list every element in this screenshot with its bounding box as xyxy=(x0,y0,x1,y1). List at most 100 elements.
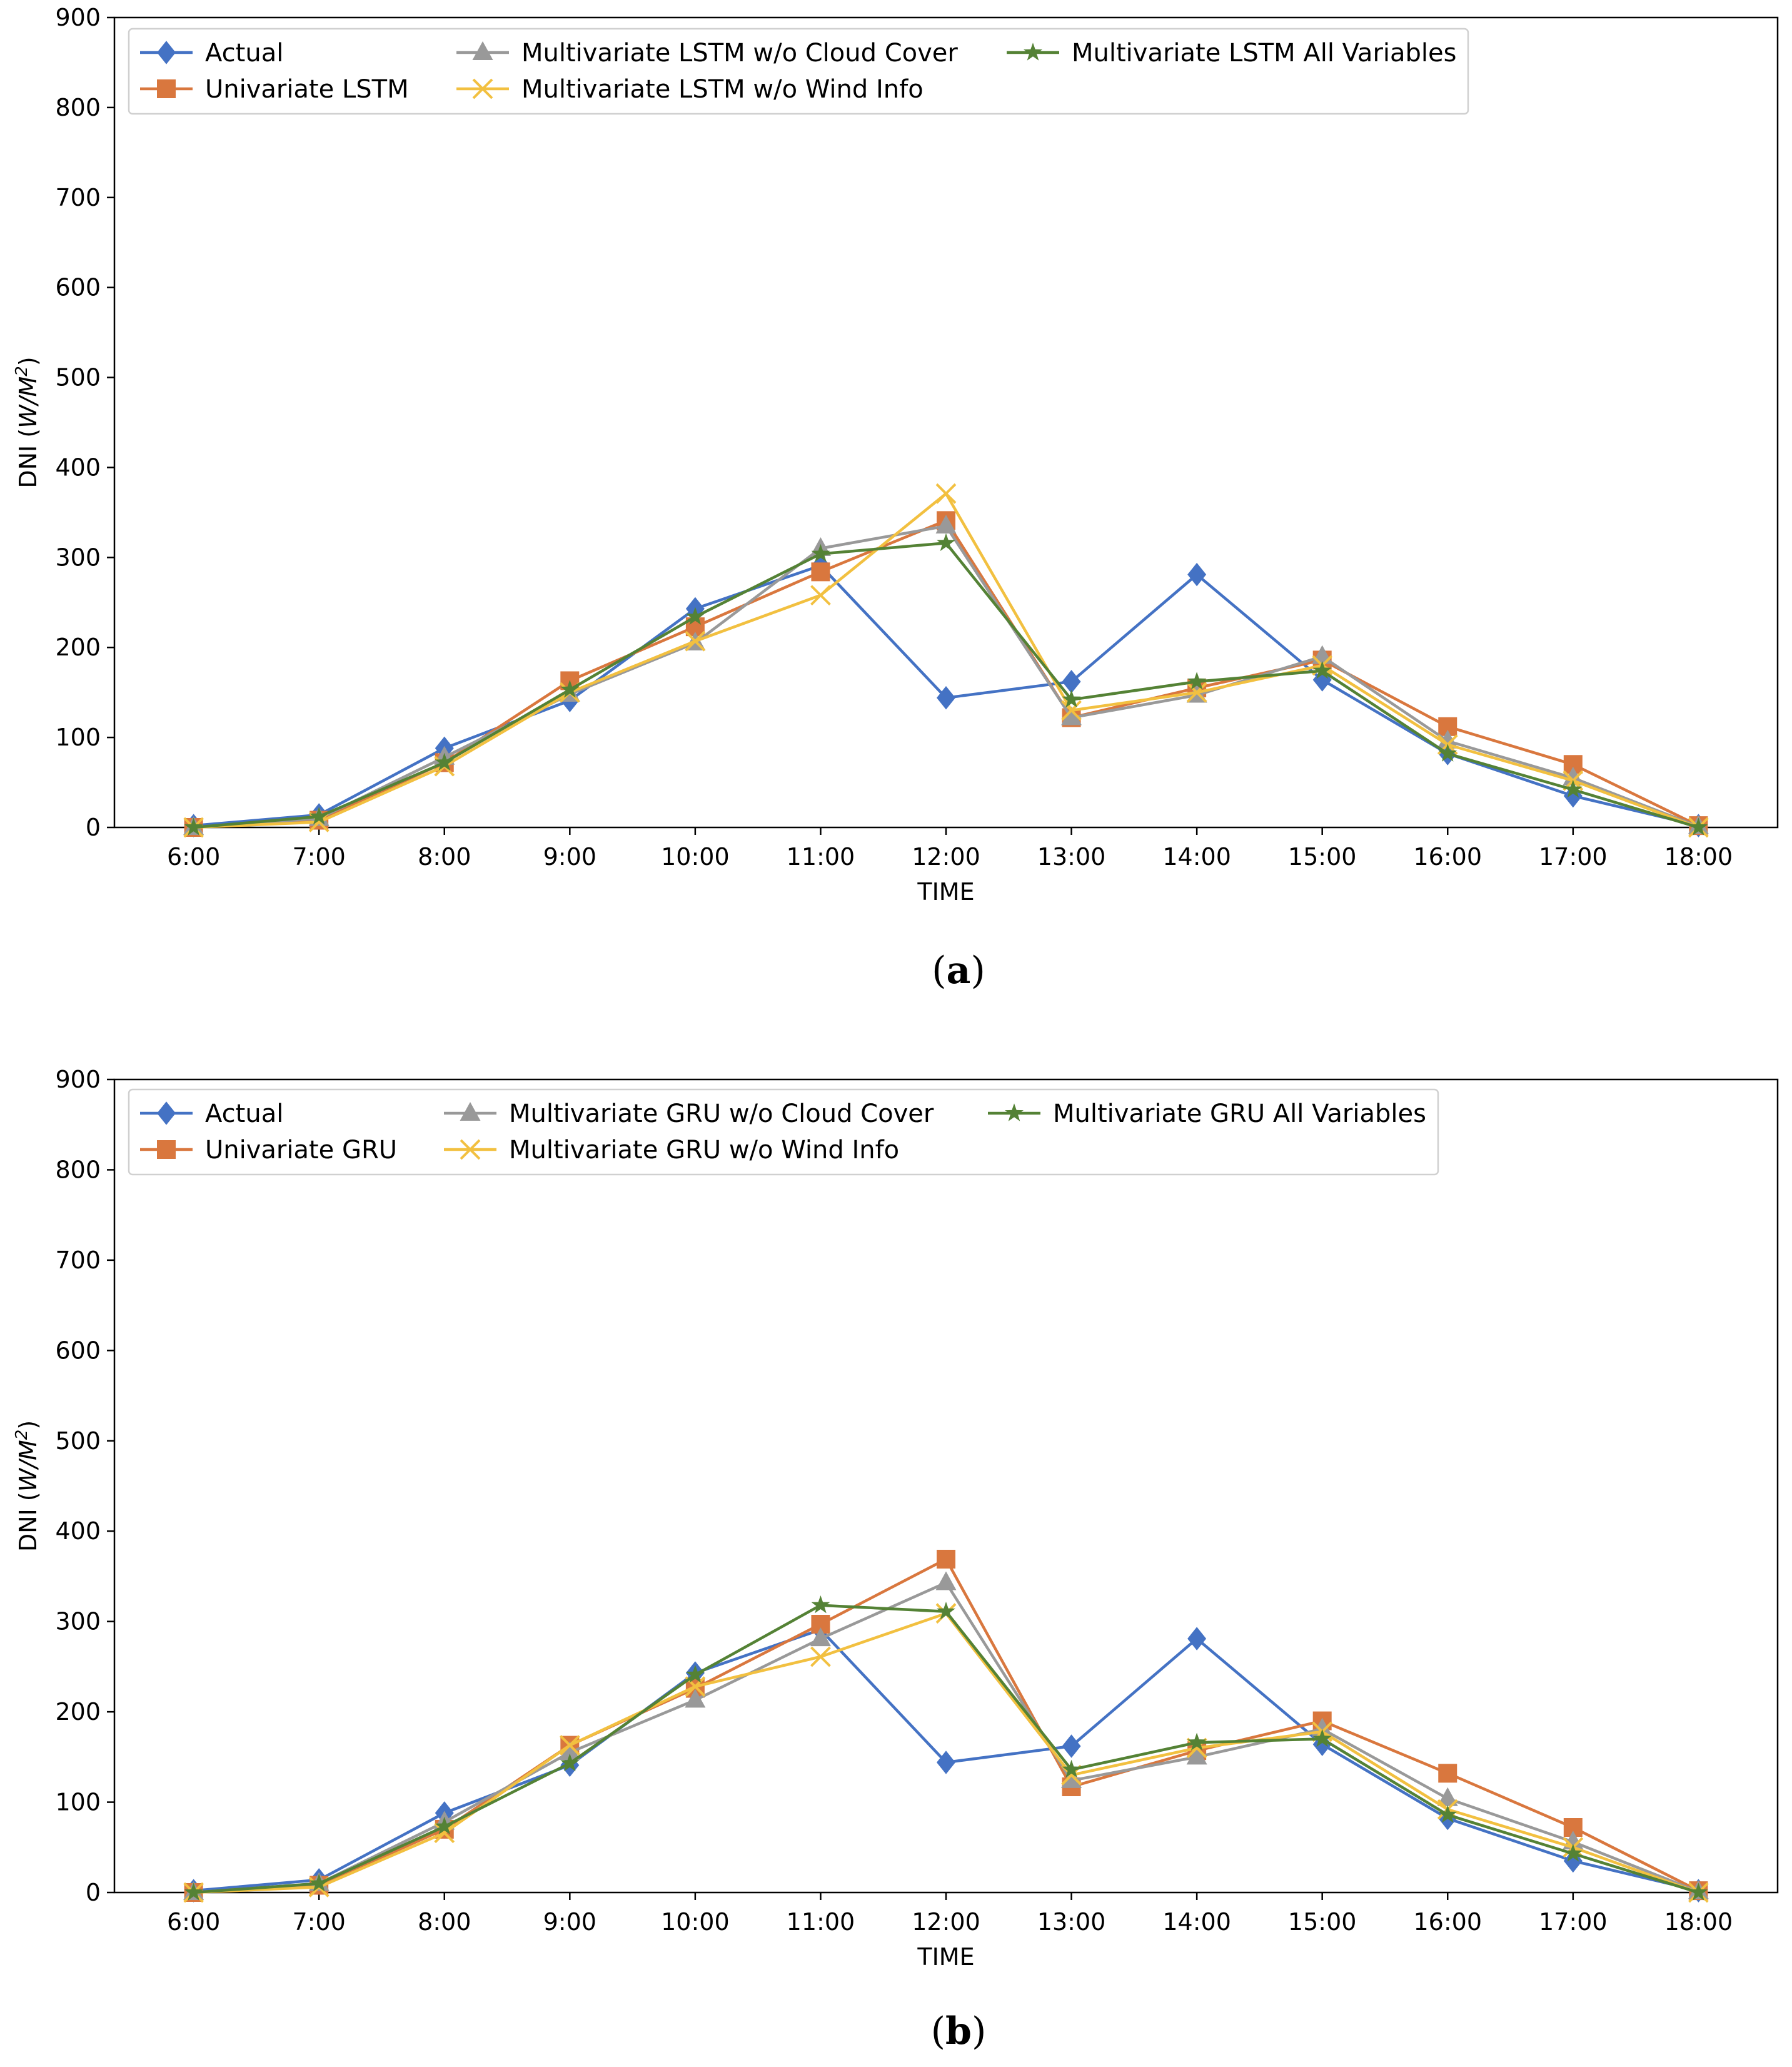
data-point xyxy=(1062,670,1081,694)
data-point xyxy=(937,1550,955,1569)
chart-panel-b: 0 100 200 300 400 500 600 700 800 900 6:00 7:00 8:00… xyxy=(13,1066,1779,1971)
y-tick-label: 200 xyxy=(55,1698,101,1726)
legend-marker xyxy=(157,41,176,64)
legend-marker xyxy=(472,78,493,99)
x-tick-label: 17:00 xyxy=(1539,1908,1608,1936)
series-1 xyxy=(184,511,1708,837)
x-tick-label: 12:00 xyxy=(912,1908,980,1936)
series-line xyxy=(193,524,1699,829)
panel-label-open: ( xyxy=(932,949,946,993)
data-point xyxy=(1563,766,1584,786)
x-axis-label: TIME xyxy=(917,878,974,906)
y-tick-label: 200 xyxy=(55,634,101,661)
data-point xyxy=(1438,1805,1457,1823)
series-line xyxy=(193,542,1699,829)
data-point xyxy=(184,1883,203,1901)
data-point xyxy=(435,1816,454,1835)
legend-label: Multivariate GRU w/o Cloud Cover xyxy=(509,1099,934,1128)
legend-entry: Multivariate GRU w/o Cloud Cover xyxy=(444,1099,934,1128)
x-tick-label: 15:00 xyxy=(1288,1908,1357,1936)
data-point xyxy=(935,514,957,533)
data-point xyxy=(685,1665,705,1683)
y-axis-label-prefix: DNI ( xyxy=(14,428,42,488)
data-point xyxy=(685,607,705,625)
data-point xyxy=(810,1627,831,1647)
data-point xyxy=(1187,562,1207,587)
data-point xyxy=(1187,672,1207,690)
data-point xyxy=(560,680,580,698)
legend-entry: Univariate LSTM xyxy=(140,75,409,104)
legend-marker xyxy=(472,41,493,60)
x-tick-label: 13:00 xyxy=(1037,1908,1106,1936)
legend-marker xyxy=(460,1139,481,1160)
data-point xyxy=(937,1751,955,1774)
panel-label-close: ) xyxy=(970,949,985,993)
data-point xyxy=(1437,1787,1458,1806)
data-point xyxy=(811,1595,830,1614)
x-axis-label: TIME xyxy=(917,1943,974,1971)
y-axis-label-close: ) xyxy=(14,356,42,366)
y-tick-label: 700 xyxy=(55,1246,101,1274)
legend-label: Multivariate LSTM All Variables xyxy=(1072,39,1456,68)
data-point xyxy=(1312,1729,1332,1747)
x-tick-label: 8:00 xyxy=(418,1908,471,1936)
data-point xyxy=(1438,744,1457,762)
y-tick-label: 300 xyxy=(55,1608,101,1635)
y-tick-label: 600 xyxy=(55,274,101,301)
y-tick-label: 500 xyxy=(55,364,101,392)
y-axis-label-close: ) xyxy=(14,1420,42,1430)
legend-marker xyxy=(157,79,176,98)
data-point xyxy=(1689,1883,1708,1901)
legend: Actual Univariate GRU Multivariate GRU w/o… xyxy=(128,1088,1439,1176)
y-axis-label-unit: W/M xyxy=(14,377,42,428)
data-point xyxy=(434,1822,455,1844)
legend-entry: Actual xyxy=(140,39,283,68)
data-point xyxy=(685,1689,706,1708)
x-tick-label: 7:00 xyxy=(293,1908,346,1936)
y-tick-label: 0 xyxy=(86,1879,101,1906)
legend-entry: Multivariate GRU All Variables xyxy=(988,1099,1426,1128)
y-axis-label-unit-sup: 2 xyxy=(13,1430,31,1440)
x-tick-label: 14:00 xyxy=(1162,1908,1231,1936)
x-tick-label: 11:00 xyxy=(787,1908,855,1936)
y-tick-label: 100 xyxy=(55,1789,101,1816)
x-tick-label: 16:00 xyxy=(1413,1908,1482,1936)
legend-label: Multivariate GRU w/o Wind Info xyxy=(509,1136,899,1165)
data-point xyxy=(811,562,830,582)
y-tick-label: 400 xyxy=(55,1517,101,1545)
series-0 xyxy=(184,1617,1708,1903)
y-tick-label: 900 xyxy=(55,1066,101,1093)
x-tick-label: 6:00 xyxy=(167,843,220,871)
panel-label: (b) xyxy=(931,2009,987,2053)
x-tick-label: 17:00 xyxy=(1539,843,1608,871)
series-line xyxy=(193,1581,1699,1894)
y-tick-label: 800 xyxy=(55,94,101,121)
series-4 xyxy=(184,533,1708,836)
legend-marker xyxy=(1005,1103,1024,1121)
data-point xyxy=(937,1602,955,1620)
data-point xyxy=(1312,660,1332,679)
x-tick-label: 8:00 xyxy=(418,843,471,871)
x-tick-label: 12:00 xyxy=(912,843,980,871)
legend-box xyxy=(128,1088,1439,1176)
series-2 xyxy=(183,1571,1709,1900)
x-tick-label: 10:00 xyxy=(661,1908,730,1936)
legend-entry: Actual xyxy=(140,1099,283,1128)
y-tick-label: 100 xyxy=(55,724,101,751)
y-axis-label: DNI (W/M2) xyxy=(13,356,42,488)
x-tick-label: 6:00 xyxy=(167,1908,220,1936)
y-axis-label-unit-sup: 2 xyxy=(13,366,31,377)
data-point xyxy=(1062,689,1081,708)
data-point xyxy=(1563,779,1583,798)
legend-marker xyxy=(460,1102,481,1121)
y-tick-label: 900 xyxy=(55,4,101,31)
x-tick-label: 11:00 xyxy=(787,843,855,871)
y-tick-label: 300 xyxy=(55,543,101,571)
legend: Actual Univariate LSTM Multivariate LSTM w… xyxy=(128,28,1469,115)
y-tick-label: 700 xyxy=(55,184,101,211)
data-point xyxy=(1438,1764,1457,1783)
panel-label-letter: b xyxy=(945,2009,972,2053)
data-point xyxy=(184,817,203,836)
series-line xyxy=(193,1604,1699,1894)
